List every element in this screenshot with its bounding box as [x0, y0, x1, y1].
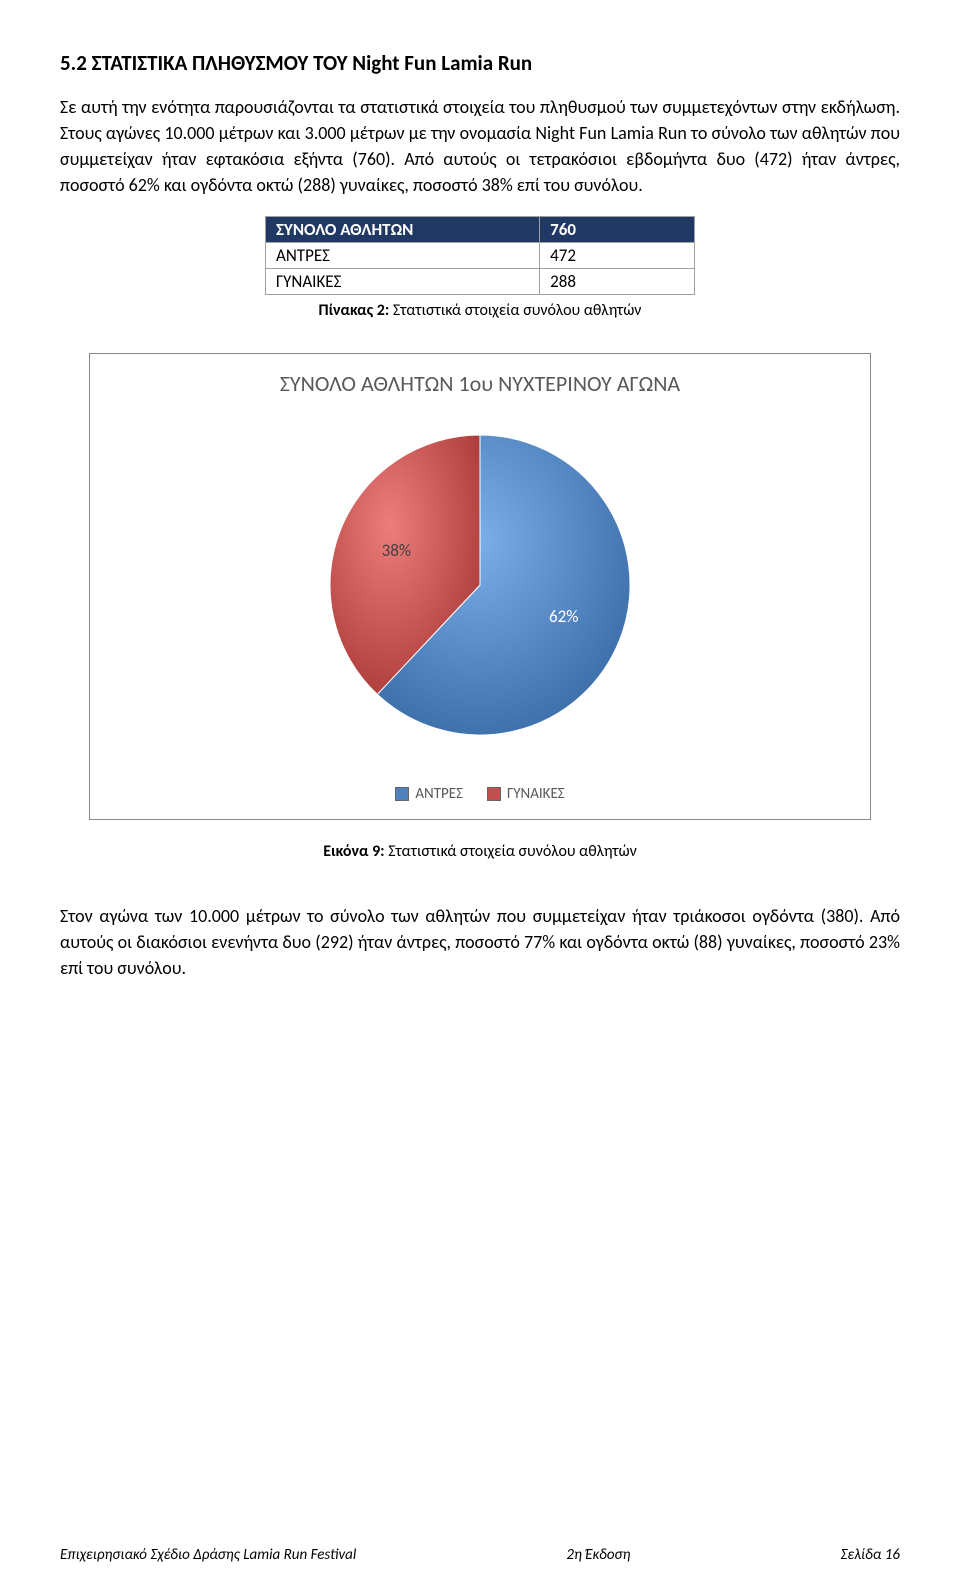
pie-wrap: 62% 38% — [90, 415, 870, 755]
header-label: ΣΥΝΟΛΟ ΑΘΛΗΤΩΝ — [266, 217, 540, 243]
paragraph-1: Σε αυτή την ενότητα παρουσιάζονται τα στ… — [60, 94, 900, 198]
legend-label-men: ΑΝΤΡΕΣ — [415, 785, 463, 803]
table-caption-text: Στατιστικά στοιχεία συνόλου αθλητών — [393, 301, 642, 320]
table-header-row: ΣΥΝΟΛΟ ΑΘΛΗΤΩΝ 760 — [266, 217, 695, 243]
legend-swatch-women — [487, 787, 501, 801]
pie-chart-container: ΣΥΝΟΛΟ ΑΘΛΗΤΩΝ 1ου ΝΥΧΤΕΡΙΝΟΥ ΑΓΩΝΑ 62% 3… — [89, 353, 871, 820]
footer-center: 2η Έκδοση — [566, 1546, 630, 1564]
header-value: 760 — [540, 217, 695, 243]
figure-caption: Εικόνα 9: Στατιστικά στοιχεία συνόλου αθ… — [60, 840, 900, 863]
chart-title: ΣΥΝΟΛΟ ΑΘΛΗΤΩΝ 1ου ΝΥΧΤΕΡΙΝΟΥ ΑΓΩΝΑ — [90, 370, 870, 397]
section-heading: 5.2 ΣΤΑΤΙΣΤΙΚΑ ΠΛΗΘΥΣΜΟΥ ΤΟΥ Night Fun L… — [60, 50, 900, 76]
row-label: ΑΝΤΡΕΣ — [266, 243, 540, 269]
legend-item-women: ΓΥΝΑΙΚΕΣ — [487, 785, 565, 803]
table-caption: Πίνακας 2: Στατιστικά στοιχεία συνόλου α… — [60, 299, 900, 322]
table-row: ΓΥΝΑΙΚΕΣ 288 — [266, 269, 695, 295]
paragraph-2: Στον αγώνα των 10.000 μέτρων το σύνολο τ… — [60, 903, 900, 981]
chart-legend: ΑΝΤΡΕΣ ΓΥΝΑΙΚΕΣ — [90, 785, 870, 803]
legend-item-men: ΑΝΤΡΕΣ — [395, 785, 463, 803]
table-caption-label: Πίνακας 2: — [319, 301, 390, 320]
athlete-stats-table: ΣΥΝΟΛΟ ΑΘΛΗΤΩΝ 760 ΑΝΤΡΕΣ 472 ΓΥΝΑΙΚΕΣ 2… — [265, 216, 695, 295]
row-label: ΓΥΝΑΙΚΕΣ — [266, 269, 540, 295]
svg-text:38%: 38% — [382, 539, 411, 560]
row-value: 472 — [540, 243, 695, 269]
pie-chart-svg: 62% 38% — [290, 415, 670, 755]
page-footer: Επιχειρησιακό Σχέδιο Δράσης Lamia Run Fe… — [60, 1546, 900, 1564]
figure-caption-text: Στατιστικά στοιχεία συνόλου αθλητών — [388, 842, 637, 861]
footer-right: Σελίδα 16 — [840, 1546, 900, 1564]
legend-swatch-men — [395, 787, 409, 801]
row-value: 288 — [540, 269, 695, 295]
table-row: ΑΝΤΡΕΣ 472 — [266, 243, 695, 269]
legend-label-women: ΓΥΝΑΙΚΕΣ — [507, 785, 565, 803]
figure-caption-label: Εικόνα 9: — [323, 842, 384, 861]
svg-text:62%: 62% — [549, 606, 578, 627]
footer-left: Επιχειρησιακό Σχέδιο Δράσης Lamia Run Fe… — [60, 1546, 356, 1564]
